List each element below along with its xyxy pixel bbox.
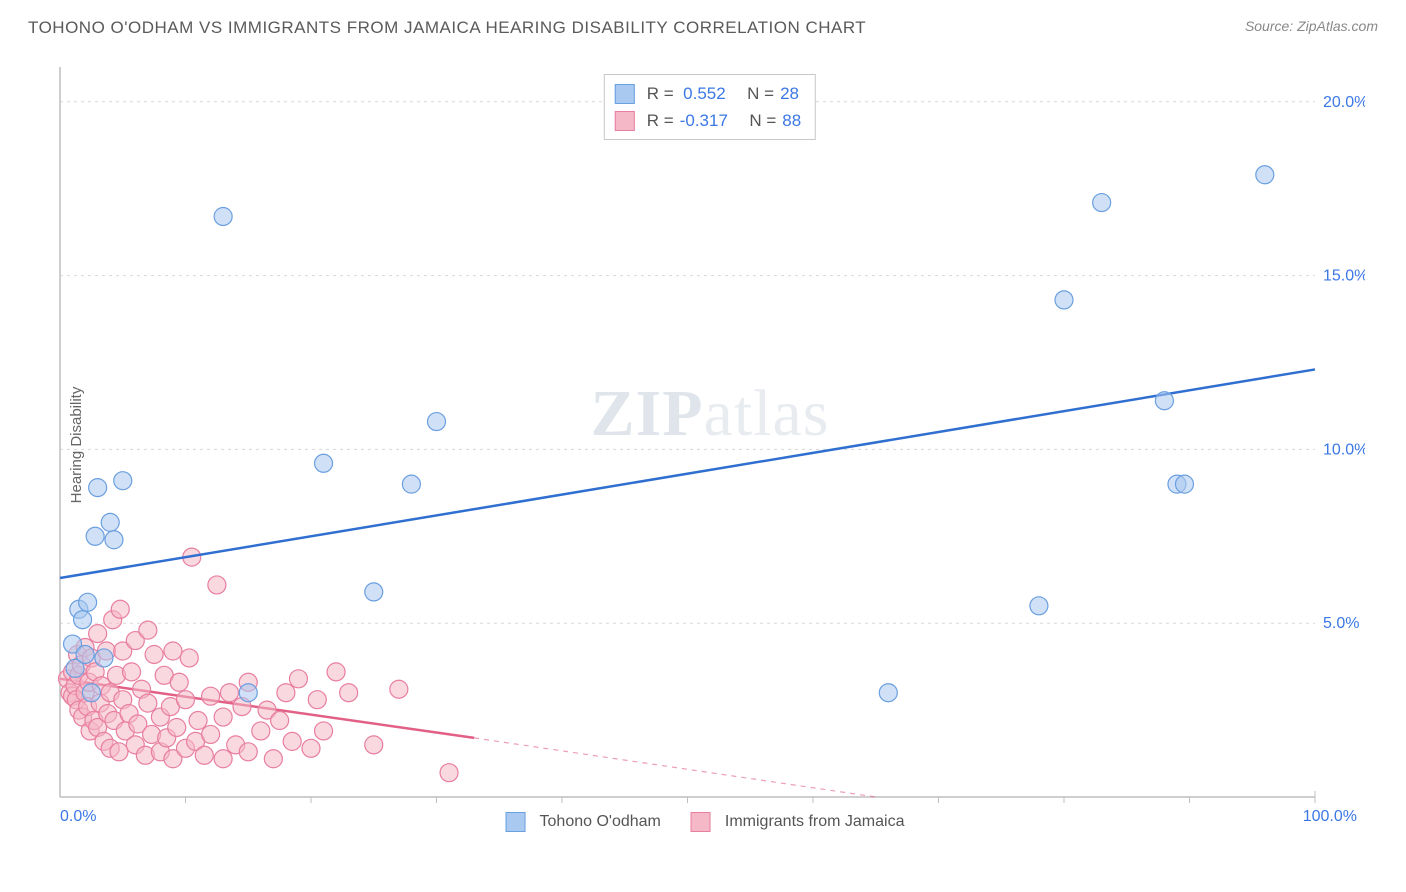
r-label: R = xyxy=(647,80,674,107)
chart-svg: 5.0% 10.0% 15.0% 20.0% 0.0% 100.0% xyxy=(55,62,1365,827)
n-label: N = xyxy=(747,80,774,107)
legend-label: Immigrants from Jamaica xyxy=(725,813,905,831)
stats-legend-box: R =0.552 N = 28R =-0.317 N = 88 xyxy=(604,74,816,140)
r-label: R = xyxy=(647,107,674,134)
swatch-tohono xyxy=(615,84,635,104)
legend-item: Tohono O'odham xyxy=(506,812,661,832)
r-value: -0.317 xyxy=(680,107,728,134)
legend-item: Immigrants from Jamaica xyxy=(691,812,905,832)
legend-label: Tohono O'odham xyxy=(540,813,661,831)
svg-text:0.0%: 0.0% xyxy=(60,808,96,825)
n-value: 28 xyxy=(780,80,799,107)
r-value: 0.552 xyxy=(680,80,726,107)
svg-text:100.0%: 100.0% xyxy=(1303,808,1357,825)
stats-row-tohono: R =0.552 N = 28 xyxy=(615,80,801,107)
svg-text:10.0%: 10.0% xyxy=(1323,441,1365,458)
stats-row-jamaica: R =-0.317 N = 88 xyxy=(615,107,801,134)
swatch-jamaica xyxy=(615,111,635,131)
svg-text:15.0%: 15.0% xyxy=(1323,268,1365,285)
n-label: N = xyxy=(749,107,776,134)
chart-title: TOHONO O'ODHAM VS IMMIGRANTS FROM JAMAIC… xyxy=(28,18,866,38)
chart-container: Hearing Disability 5.0%10.0%15.0%20.0%0.… xyxy=(30,50,1380,840)
bottom-legend: Tohono O'odham Immigrants from Jamaica xyxy=(506,812,905,832)
n-value: 88 xyxy=(782,107,801,134)
plot-area: 5.0%10.0%15.0%20.0%0.0%100.0% ZIPatlas R… xyxy=(55,62,1365,827)
source-label: Source: ZipAtlas.com xyxy=(1245,18,1378,34)
svg-text:20.0%: 20.0% xyxy=(1323,94,1365,111)
legend-swatch xyxy=(691,812,711,832)
legend-swatch xyxy=(506,812,526,832)
svg-text:5.0%: 5.0% xyxy=(1323,615,1359,632)
